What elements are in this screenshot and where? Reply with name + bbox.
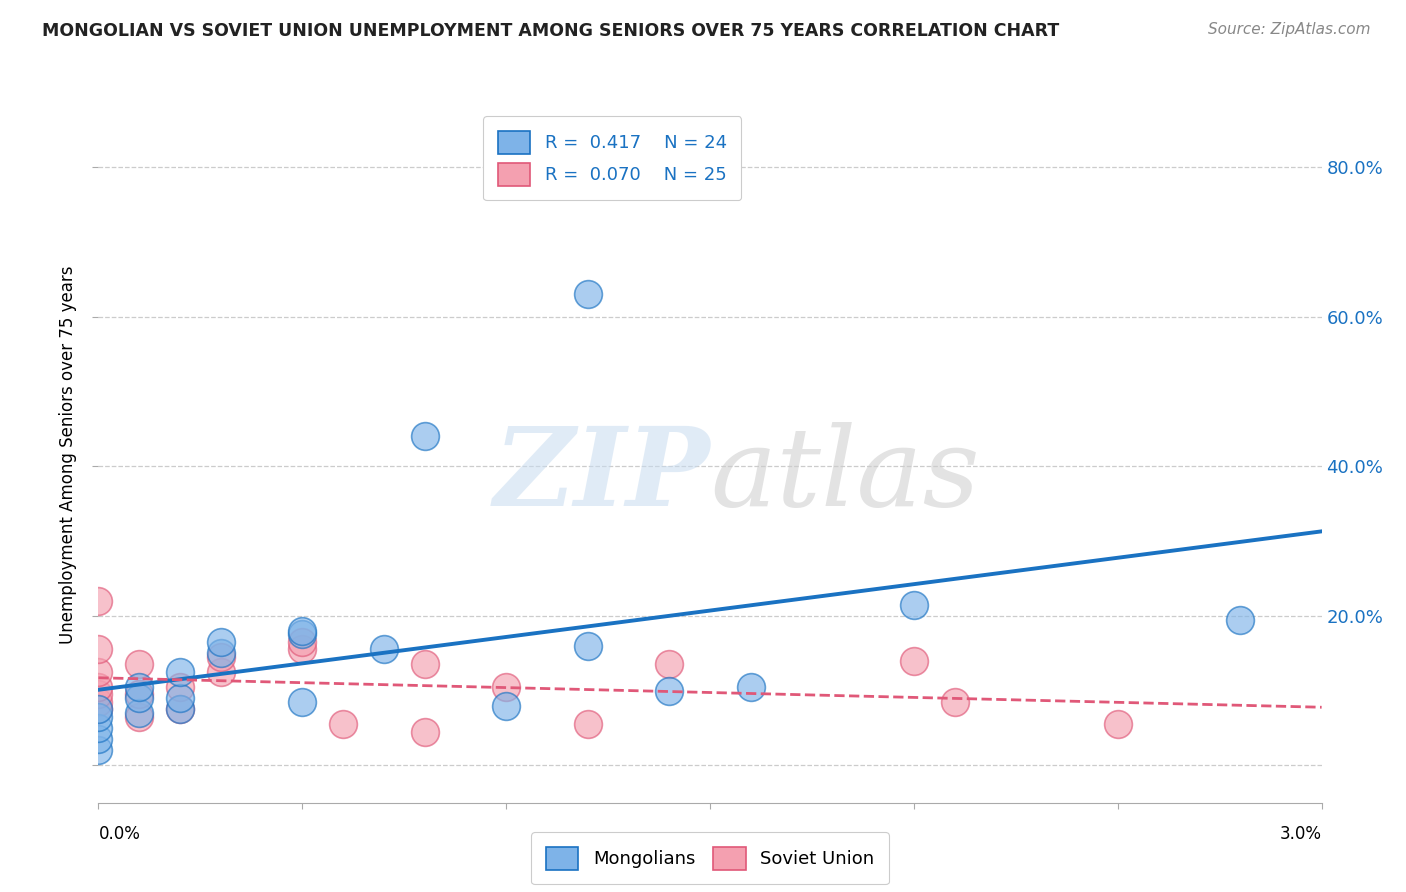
- Text: atlas: atlas: [710, 422, 980, 530]
- Point: [209, 635, 232, 649]
- Point: [128, 706, 150, 720]
- Point: [87, 732, 110, 747]
- Point: [658, 657, 681, 672]
- Point: [740, 680, 762, 694]
- Point: [209, 665, 232, 679]
- Point: [169, 702, 191, 716]
- Point: [373, 642, 395, 657]
- Point: [87, 721, 110, 735]
- Point: [943, 695, 966, 709]
- Point: [1229, 613, 1251, 627]
- Point: [128, 687, 150, 701]
- Point: [169, 665, 191, 679]
- Point: [169, 680, 191, 694]
- Point: [291, 627, 314, 641]
- Point: [209, 649, 232, 664]
- Point: [291, 695, 314, 709]
- Point: [128, 710, 150, 724]
- Point: [169, 691, 191, 706]
- Point: [169, 702, 191, 716]
- Point: [87, 642, 110, 657]
- Point: [413, 429, 436, 443]
- Point: [413, 724, 436, 739]
- Text: ZIP: ZIP: [494, 422, 710, 530]
- Point: [291, 642, 314, 657]
- Text: 3.0%: 3.0%: [1279, 825, 1322, 843]
- Point: [576, 287, 599, 301]
- Point: [87, 743, 110, 757]
- Text: Source: ZipAtlas.com: Source: ZipAtlas.com: [1208, 22, 1371, 37]
- Point: [87, 594, 110, 608]
- Text: 0.0%: 0.0%: [98, 825, 141, 843]
- Point: [87, 695, 110, 709]
- Point: [1107, 717, 1129, 731]
- Point: [903, 654, 925, 668]
- Point: [128, 691, 150, 706]
- Point: [903, 598, 925, 612]
- Y-axis label: Unemployment Among Seniors over 75 years: Unemployment Among Seniors over 75 years: [59, 266, 77, 644]
- Legend: Mongolians, Soviet Union: Mongolians, Soviet Union: [531, 832, 889, 884]
- Point: [576, 639, 599, 653]
- Point: [658, 683, 681, 698]
- Point: [332, 717, 354, 731]
- Point: [495, 698, 517, 713]
- Point: [87, 680, 110, 694]
- Text: MONGOLIAN VS SOVIET UNION UNEMPLOYMENT AMONG SENIORS OVER 75 YEARS CORRELATION C: MONGOLIAN VS SOVIET UNION UNEMPLOYMENT A…: [42, 22, 1060, 40]
- Point: [87, 702, 110, 716]
- Point: [209, 646, 232, 660]
- Point: [291, 624, 314, 638]
- Point: [413, 657, 436, 672]
- Point: [576, 717, 599, 731]
- Point: [291, 635, 314, 649]
- Point: [87, 702, 110, 716]
- Point: [87, 687, 110, 701]
- Point: [87, 710, 110, 724]
- Point: [128, 680, 150, 694]
- Point: [128, 657, 150, 672]
- Point: [495, 680, 517, 694]
- Point: [87, 665, 110, 679]
